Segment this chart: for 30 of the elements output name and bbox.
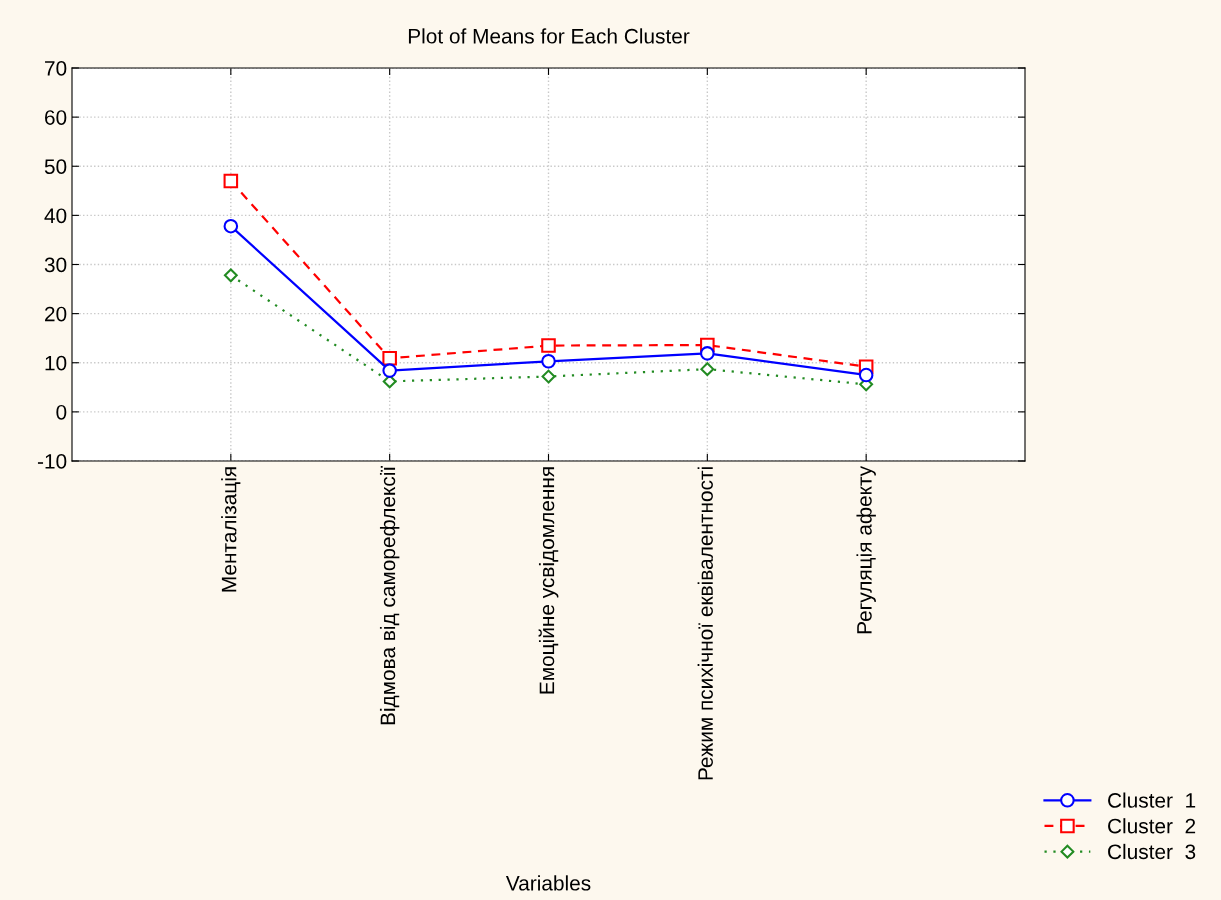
x-tick-label: Менталізація xyxy=(221,467,241,592)
chart-title: Plot of Means for Each Cluster xyxy=(408,28,690,44)
point xyxy=(382,363,397,378)
y-tick-label: 0 xyxy=(56,404,67,420)
y-tick-label: 10 xyxy=(45,355,67,371)
point xyxy=(700,346,715,361)
point xyxy=(541,353,556,369)
y-tick-label: 70 xyxy=(45,61,67,76)
x-tick-label: Регуляція афекту xyxy=(856,465,876,634)
point xyxy=(541,338,556,353)
y-tick-label: 50 xyxy=(44,159,67,174)
legend-label: Cluster 2 xyxy=(1108,818,1196,834)
y-tick-label: 40 xyxy=(44,208,67,224)
x-tick-label: Відмова від саморефлексії xyxy=(379,466,400,725)
y-tick-label: -10 xyxy=(37,454,67,469)
y-tick-label: 60 xyxy=(45,110,67,125)
point xyxy=(858,367,874,383)
legend-label: Cluster 3 xyxy=(1108,843,1196,860)
x-axis-title: Variables xyxy=(505,875,591,891)
y-tick-label: 30 xyxy=(44,257,67,273)
point xyxy=(382,351,397,366)
point xyxy=(700,362,715,377)
point xyxy=(223,218,239,234)
y-tick-label: 20 xyxy=(45,306,67,322)
point xyxy=(223,173,239,189)
legend-label: Cluster 1 xyxy=(1108,792,1196,808)
point xyxy=(541,369,556,384)
point xyxy=(223,268,238,283)
x-tick-label: Емоційне усвідомлення xyxy=(538,467,559,694)
x-tick-label: Режим психічної еквівалентності xyxy=(697,467,713,780)
